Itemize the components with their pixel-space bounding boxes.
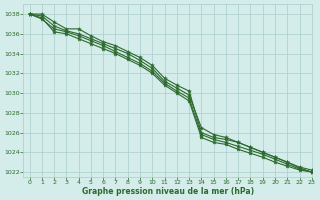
X-axis label: Graphe pression niveau de la mer (hPa): Graphe pression niveau de la mer (hPa) [82, 187, 254, 196]
